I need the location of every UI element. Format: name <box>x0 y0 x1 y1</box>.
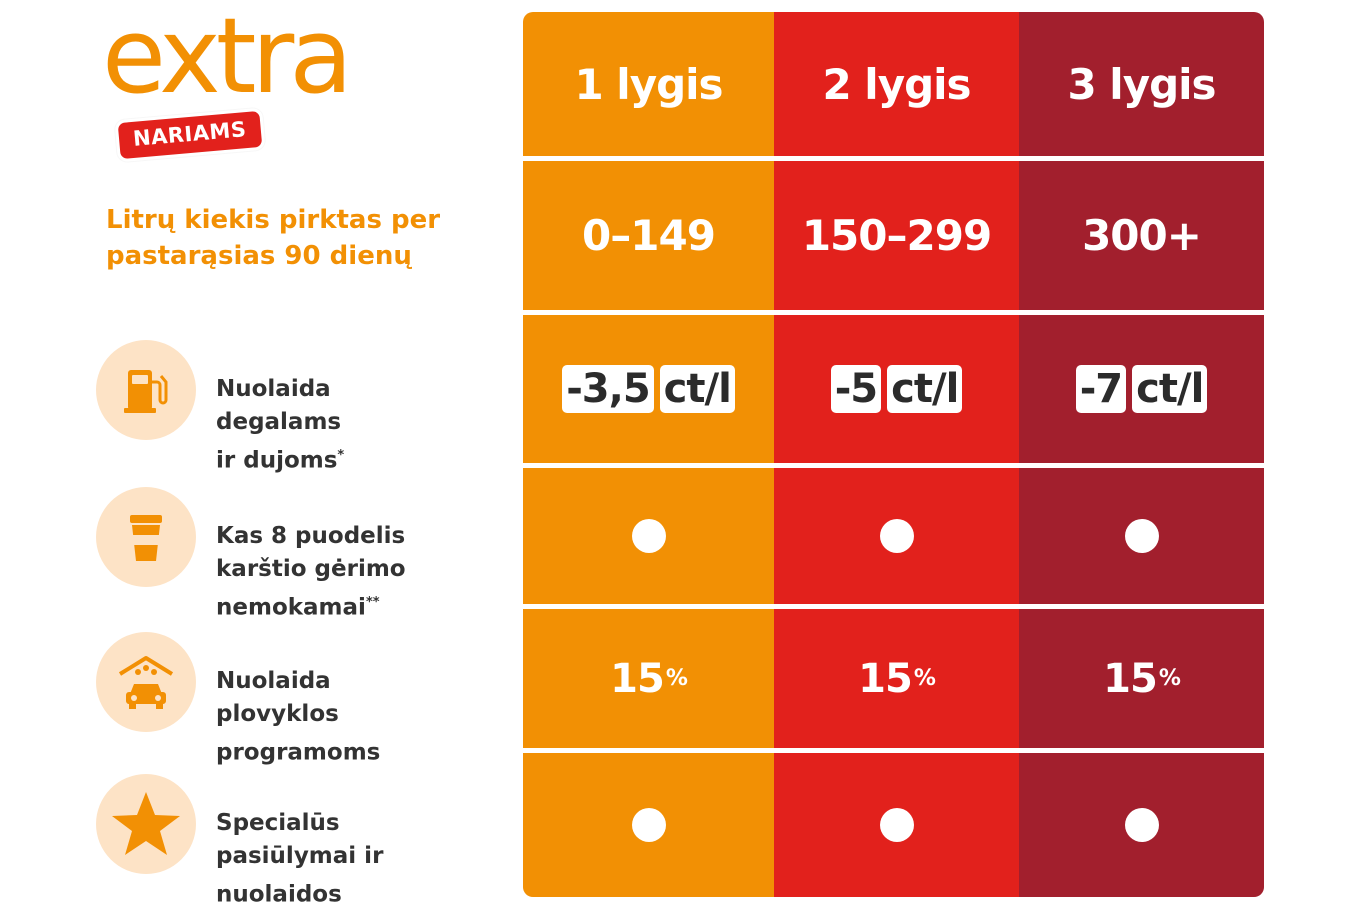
level-1-range: 0–149 <box>582 211 716 260</box>
row-divider <box>523 463 1264 468</box>
row-divider <box>523 604 1264 609</box>
feature-label: Kas 8 puodelis karštio gėrimo nemokamai <box>216 523 406 621</box>
wash-value: 15 <box>1103 655 1158 702</box>
discount-unit: ct/l <box>887 365 963 413</box>
level-1-fuel-discount: -3,5 ct/l <box>523 315 774 463</box>
level-2-range: 150–299 <box>801 211 992 260</box>
star-icon <box>96 774 196 874</box>
level-3-free-drink <box>1019 468 1264 604</box>
level-2-free-drink <box>774 468 1019 604</box>
liters-subtitle: Litrų kiekis pirktas per pastarąsias 90 … <box>106 205 441 271</box>
row-divider <box>523 748 1264 753</box>
fuel-pump-icon <box>96 340 196 440</box>
car-wash-icon <box>96 632 196 732</box>
discount-value: -5 <box>830 365 882 413</box>
wash-unit: % <box>913 666 936 691</box>
included-dot <box>879 519 914 553</box>
logo-word: extra <box>102 0 353 117</box>
level-1-header: 1 lygis <box>574 59 723 109</box>
level-1-free-drink <box>523 468 774 604</box>
discount-unit: ct/l <box>659 365 735 413</box>
row-divider <box>523 156 1264 161</box>
level-1-special-offers <box>523 753 774 897</box>
feature-label: Nuolaida degalams ir dujoms <box>216 376 342 474</box>
levels-table: 1 lygis 2 lygis 3 lygis 0–149 150–299 30… <box>523 12 1264 897</box>
wash-unit: % <box>665 666 688 691</box>
wash-value: 15 <box>858 655 913 702</box>
level-3-special-offers <box>1019 753 1264 897</box>
discount-unit: ct/l <box>1132 365 1208 413</box>
discount-value: -7 <box>1075 365 1127 413</box>
included-dot <box>1124 519 1159 553</box>
coffee-cup-icon <box>96 487 196 587</box>
level-3-header: 3 lygis <box>1067 59 1216 109</box>
row-divider <box>523 310 1264 315</box>
level-3-fuel-discount: -7 ct/l <box>1019 315 1264 463</box>
level-3-wash-discount: 15% <box>1019 609 1264 748</box>
level-3-range: 300+ <box>1082 211 1202 260</box>
included-dot <box>631 519 666 553</box>
level-2-fuel-discount: -5 ct/l <box>774 315 1019 463</box>
discount-value: -3,5 <box>562 365 654 413</box>
level-1-wash-discount: 15% <box>523 609 774 748</box>
included-dot <box>631 808 666 842</box>
level-2-special-offers <box>774 753 1019 897</box>
included-dot <box>1124 808 1159 842</box>
included-dot <box>879 808 914 842</box>
level-2-wash-discount: 15% <box>774 609 1019 748</box>
wash-unit: % <box>1158 666 1181 691</box>
feature-label: Specialūs pasiūlymai ir nuolaidos <box>216 810 384 908</box>
level-2-header: 2 lygis <box>822 59 971 109</box>
footnote-mark: ** <box>365 595 380 610</box>
extra-logo: extra NARIAMS <box>100 4 410 163</box>
footnote-mark: * <box>337 448 345 463</box>
feature-label: Nuolaida plovyklos programoms <box>216 668 381 766</box>
wash-value: 15 <box>610 655 665 702</box>
